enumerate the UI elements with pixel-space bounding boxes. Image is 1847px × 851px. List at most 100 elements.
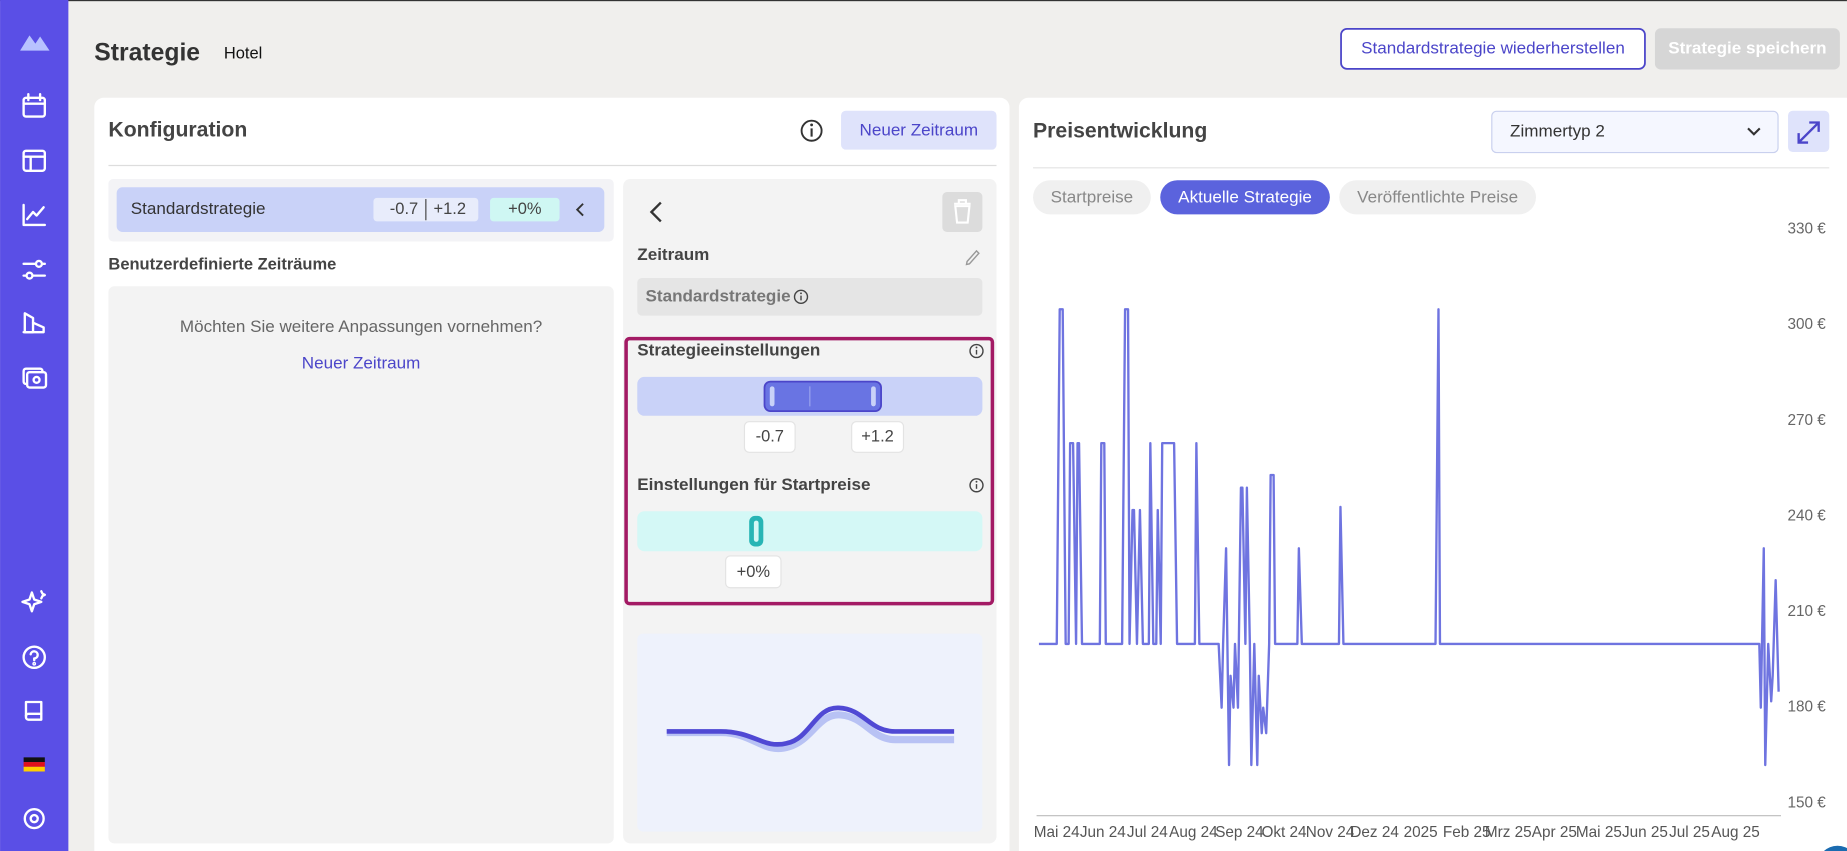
logo[interactable] <box>20 35 50 51</box>
strategy-upper: +1.2 <box>861 427 894 445</box>
tab-bg[interactable] <box>1339 180 1536 215</box>
price-title: Preisentwicklung <box>1033 120 1207 143</box>
y-tick-label: 300 € <box>1787 316 1826 333</box>
top-edge <box>0 0 1847 2</box>
sidebar-bg <box>0 0 69 851</box>
x-tick-label: Aug 25 <box>1711 824 1759 841</box>
default-strategy-bg[interactable] <box>116 187 605 233</box>
language-flag[interactable] <box>23 757 45 772</box>
y-tick-label: 150 € <box>1787 794 1826 811</box>
strategy-slider-handle[interactable] <box>763 380 882 412</box>
start-price-info-icon[interactable] <box>969 478 984 493</box>
expand-button[interactable] <box>1788 110 1830 152</box>
highlight-frame <box>624 336 995 606</box>
strategy-slider-range[interactable] <box>763 380 882 412</box>
dropdown-bg[interactable] <box>1491 110 1779 154</box>
x-tick-label: Jul 24 <box>1127 824 1168 841</box>
sparkle-icon[interactable] <box>21 590 46 613</box>
x-tick-label: Nov 24 <box>1306 824 1355 841</box>
tab-startpreise[interactable]: Startpreise <box>1033 180 1151 215</box>
x-tick-label: Mai 25 <box>1576 824 1622 841</box>
calendar-icon[interactable] <box>22 93 46 118</box>
collapse-chevron[interactable] <box>575 203 584 217</box>
save-button-bg[interactable] <box>1654 28 1840 70</box>
help-icon[interactable] <box>22 645 46 670</box>
empty-text: Möchten Sie weitere Anpassungen vornehme… <box>180 317 542 336</box>
x-tick-label: Feb 25 <box>1443 824 1491 841</box>
y-tick-label: 270 € <box>1787 412 1826 429</box>
start-price-slider-track <box>637 511 983 552</box>
x-tick-label: Aug 24 <box>1169 824 1218 841</box>
money-icon[interactable] <box>22 367 48 389</box>
slider-grip-left[interactable] <box>769 386 775 407</box>
chart-icon[interactable] <box>22 203 46 227</box>
tab-published-prices[interactable]: Veröffentlichte Preise <box>1339 180 1536 215</box>
tab-current-strategy[interactable]: Aktuelle Strategie <box>1160 180 1330 215</box>
hotel-name: Hotel <box>224 45 262 63</box>
period-label: Zeitraum <box>637 245 709 264</box>
x-tick-label: Mai 24 <box>1034 824 1080 841</box>
new-period-button-label[interactable]: Neuer Zeitraum <box>860 120 979 139</box>
strategy-upper-box <box>851 421 905 453</box>
period-input <box>637 277 983 316</box>
tab-label[interactable]: Aktuelle Strategie <box>1178 187 1312 206</box>
strategy-lower: -0.7 <box>756 427 784 445</box>
y-tick-label: 240 € <box>1787 507 1826 524</box>
save-button-label[interactable]: Strategie speichern <box>1668 38 1826 57</box>
info-icon[interactable] <box>800 119 823 142</box>
period-info-icon[interactable] <box>793 289 809 305</box>
x-tick-label: Mrz 25 <box>1485 824 1532 841</box>
start-price-pill <box>490 197 560 222</box>
chat-button[interactable] <box>1817 845 1847 851</box>
reset-button[interactable]: Standardstrategie wiederherstellen <box>1340 27 1646 70</box>
x-tick-label: Sep 24 <box>1215 824 1264 841</box>
price-chart: 150 € 180 € 210 € 240 € 270 € 300 € 330 € Mai 2… <box>1034 221 1826 841</box>
strategy-settings-title: Strategieeinstellungen <box>637 341 820 360</box>
start-price-title: Einstellungen für Startpreise <box>637 475 870 494</box>
range-upper: +1.2 <box>434 200 467 218</box>
reset-button-label[interactable]: Standardstrategie wiederherstellen <box>1361 38 1625 57</box>
start-price-value: +0% <box>508 200 542 218</box>
custom-periods-title: Benutzerdefinierte Zeiträume <box>108 255 336 273</box>
edit-icon[interactable] <box>965 249 980 266</box>
new-period-button-bg[interactable] <box>841 110 997 150</box>
y-tick-label: 180 € <box>1787 699 1826 716</box>
sidebar <box>0 0 69 851</box>
save-button[interactable]: Strategie speichern <box>1654 28 1840 70</box>
start-price-detail: +0% <box>737 563 771 581</box>
strategy-info-icon[interactable] <box>969 343 984 359</box>
layout-icon[interactable] <box>22 149 46 172</box>
slider-grip-right[interactable] <box>871 386 876 407</box>
start-price-box <box>725 555 782 589</box>
empty-link[interactable]: Neuer Zeitraum <box>302 353 421 372</box>
y-tick-label: 210 € <box>1787 603 1826 620</box>
tab-label[interactable]: Veröffentlichte Preise <box>1357 187 1518 206</box>
tab-bg[interactable] <box>1160 180 1330 215</box>
trash-icon <box>954 199 971 224</box>
y-tick-label: 330 € <box>1787 221 1826 238</box>
book-icon[interactable] <box>24 700 43 721</box>
default-strategy-row[interactable]: Standardstrategie -0.7 +1.2 +0% <box>116 187 605 233</box>
tab-label[interactable]: Startpreise <box>1051 187 1134 206</box>
range-lower: -0.7 <box>390 200 418 218</box>
delete-button[interactable] <box>942 191 983 233</box>
delete-button-bg[interactable] <box>942 191 983 233</box>
reset-button-bg[interactable] <box>1340 27 1646 70</box>
page-title: Strategie <box>94 40 200 67</box>
x-tick-label: Jun 24 <box>1080 824 1126 841</box>
sliders-icon[interactable] <box>22 259 46 280</box>
illustration-curve <box>666 705 955 747</box>
x-tick-label: 2025 <box>1404 824 1438 841</box>
room-type[interactable]: Zimmertyp 2 <box>1510 121 1605 140</box>
settings-icon[interactable] <box>23 808 45 830</box>
back-button[interactable] <box>649 201 662 223</box>
room-type-dropdown[interactable]: Zimmertyp 2 <box>1491 110 1779 154</box>
period-value: Standardstrategie <box>646 286 791 305</box>
x-tick-label: Okt 24 <box>1261 824 1307 841</box>
building-icon[interactable] <box>22 312 45 334</box>
new-period-button[interactable]: Neuer Zeitraum <box>841 110 997 150</box>
x-tick-label: Dez 24 <box>1350 824 1399 841</box>
default-strategy-name: Standardstrategie <box>131 199 266 218</box>
tab-bg[interactable] <box>1033 180 1151 215</box>
